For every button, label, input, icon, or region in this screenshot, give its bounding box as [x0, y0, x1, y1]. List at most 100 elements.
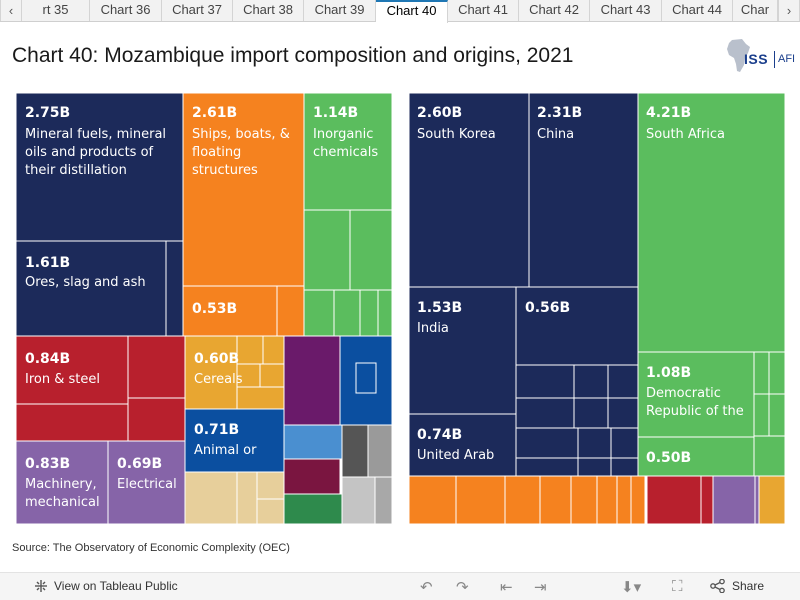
tile-gray-b[interactable] [341, 476, 376, 524]
fullscreen-icon[interactable]: ⛶ [672, 578, 683, 595]
tile-green-c[interactable] [303, 289, 335, 337]
tile-navy-b[interactable] [573, 364, 609, 399]
tab-chart-45[interactable]: Char [733, 0, 778, 21]
tile-green-r2[interactable] [768, 351, 785, 395]
tile-green-d[interactable] [333, 289, 361, 337]
tile-orange-8[interactable] [630, 475, 646, 524]
tile-navy-h[interactable] [577, 427, 612, 459]
tile-animal[interactable] [184, 408, 285, 473]
tile-iron-steel[interactable] [16, 335, 129, 405]
tableau-logo-icon [35, 580, 47, 592]
tile-blue-right-b[interactable] [355, 362, 377, 394]
tile-south-africa[interactable] [637, 93, 785, 353]
tile-tan-c[interactable] [256, 471, 285, 500]
tile-green-b[interactable] [349, 209, 392, 291]
tile-navy-a[interactable] [515, 364, 575, 399]
tile-red-b[interactable] [127, 335, 186, 399]
tile-maroon[interactable] [283, 335, 341, 426]
tile-gold-origin[interactable] [758, 475, 785, 524]
tab-chart-41[interactable]: Chart 41 [448, 0, 519, 21]
tile-gold-e[interactable] [259, 363, 285, 388]
africa-map-icon [727, 39, 750, 72]
tab-chart-36[interactable]: Chart 36 [90, 0, 162, 21]
tile-orange-small[interactable] [276, 285, 305, 337]
tile-orange-7[interactable] [616, 475, 632, 524]
tile-darkgreen[interactable] [283, 493, 343, 524]
tile-green-a[interactable] [303, 209, 351, 291]
tile-red-d[interactable] [16, 403, 129, 442]
tile-orange-053[interactable] [182, 285, 278, 337]
tile-green-f[interactable] [377, 289, 392, 337]
tab-chart-38[interactable]: Chart 38 [233, 0, 304, 21]
redo-icon[interactable]: ↷ [456, 579, 469, 596]
tab-chart-40[interactable]: Chart 40 [376, 0, 448, 23]
label-value-inorganic: 1.14B [313, 105, 358, 121]
tile-navy-056[interactable] [515, 286, 639, 366]
tile-orange-3[interactable] [504, 475, 541, 524]
tile-green-050[interactable] [637, 436, 755, 477]
undo-icon[interactable]: ↶ [420, 579, 433, 596]
view-on-tableau-link[interactable]: View on Tableau Public [34, 579, 178, 593]
tile-purple-origin-b[interactable] [754, 475, 760, 524]
tab-chart-37[interactable]: Chart 37 [162, 0, 233, 21]
tile-orange-4[interactable] [539, 475, 572, 524]
tab-chart-43[interactable]: Chart 43 [590, 0, 662, 21]
tile-china[interactable] [528, 93, 639, 288]
tile-green-r3[interactable] [753, 393, 770, 437]
tile-orange-5[interactable] [570, 475, 598, 524]
tile-machinery[interactable] [16, 440, 109, 524]
product-treemap: 2.75B Mineral fuels, mineral oils and pr… [16, 93, 392, 524]
tile-ships[interactable] [182, 93, 305, 287]
share-button[interactable]: Share [710, 579, 764, 593]
tile-red-origin-b[interactable] [700, 475, 714, 524]
tile-red-c[interactable] [127, 397, 186, 442]
tab-chart-42[interactable]: Chart 42 [519, 0, 590, 21]
tile-navy-j[interactable] [515, 457, 579, 477]
tile-purple-origin[interactable] [712, 475, 756, 524]
tile-navy-c[interactable] [607, 364, 639, 399]
tile-green-r1[interactable] [753, 351, 770, 395]
tile-lightblue[interactable] [283, 424, 343, 460]
download-icon[interactable]: ⬇▾ [621, 579, 642, 596]
tile-gold-c[interactable] [262, 335, 285, 365]
tile-green-r4[interactable] [768, 393, 785, 437]
tab-chart-35[interactable]: rt 35 [22, 0, 90, 21]
tile-navy-e[interactable] [573, 397, 609, 429]
tile-navy-i[interactable] [610, 427, 639, 459]
tile-gray-a[interactable] [367, 424, 392, 478]
tile-south-korea[interactable] [409, 93, 530, 288]
tile-tan-b[interactable] [236, 471, 258, 524]
tile-navy-l[interactable] [610, 457, 639, 477]
tile-navy-f[interactable] [607, 397, 639, 429]
tile-red-origin[interactable] [646, 475, 702, 524]
tile-gray-dark[interactable] [341, 424, 369, 478]
tile-gray-c[interactable] [374, 476, 392, 524]
tile-orange-6[interactable] [596, 475, 618, 524]
tile-darkred[interactable] [283, 458, 341, 495]
tile-orange-1[interactable] [409, 475, 457, 524]
tile-gold-b[interactable] [236, 335, 264, 365]
tile-uae[interactable] [409, 413, 517, 477]
tab-chart-44[interactable]: Chart 44 [662, 0, 733, 21]
tile-navy-d[interactable] [515, 397, 575, 429]
tile-green-e[interactable] [359, 289, 379, 337]
tile-navy-small[interactable] [165, 240, 184, 337]
tile-green-r5[interactable] [753, 435, 785, 477]
label-cereals: Cereals [194, 372, 243, 387]
tile-navy-g[interactable] [515, 427, 579, 459]
tile-gold-f[interactable] [236, 386, 285, 410]
forward-icon[interactable]: ⇥ [534, 579, 547, 596]
tab-prev-button[interactable]: ‹ [0, 0, 22, 21]
label-mineral-fuels-line3: their distillation [25, 163, 127, 178]
tile-tan-a[interactable] [184, 471, 238, 524]
revert-icon[interactable]: ⇤ [500, 579, 513, 596]
tile-orange-2[interactable] [455, 475, 506, 524]
label-value-green-050: 0.50B [646, 450, 691, 466]
tab-chart-39[interactable]: Chart 39 [304, 0, 376, 21]
tile-tan-d[interactable] [256, 498, 285, 524]
tile-cereals[interactable] [184, 335, 238, 410]
tab-next-button[interactable]: › [778, 0, 800, 21]
tile-ores-slag[interactable] [16, 240, 167, 337]
tile-electrical[interactable] [107, 440, 186, 524]
tile-navy-k[interactable] [577, 457, 612, 477]
